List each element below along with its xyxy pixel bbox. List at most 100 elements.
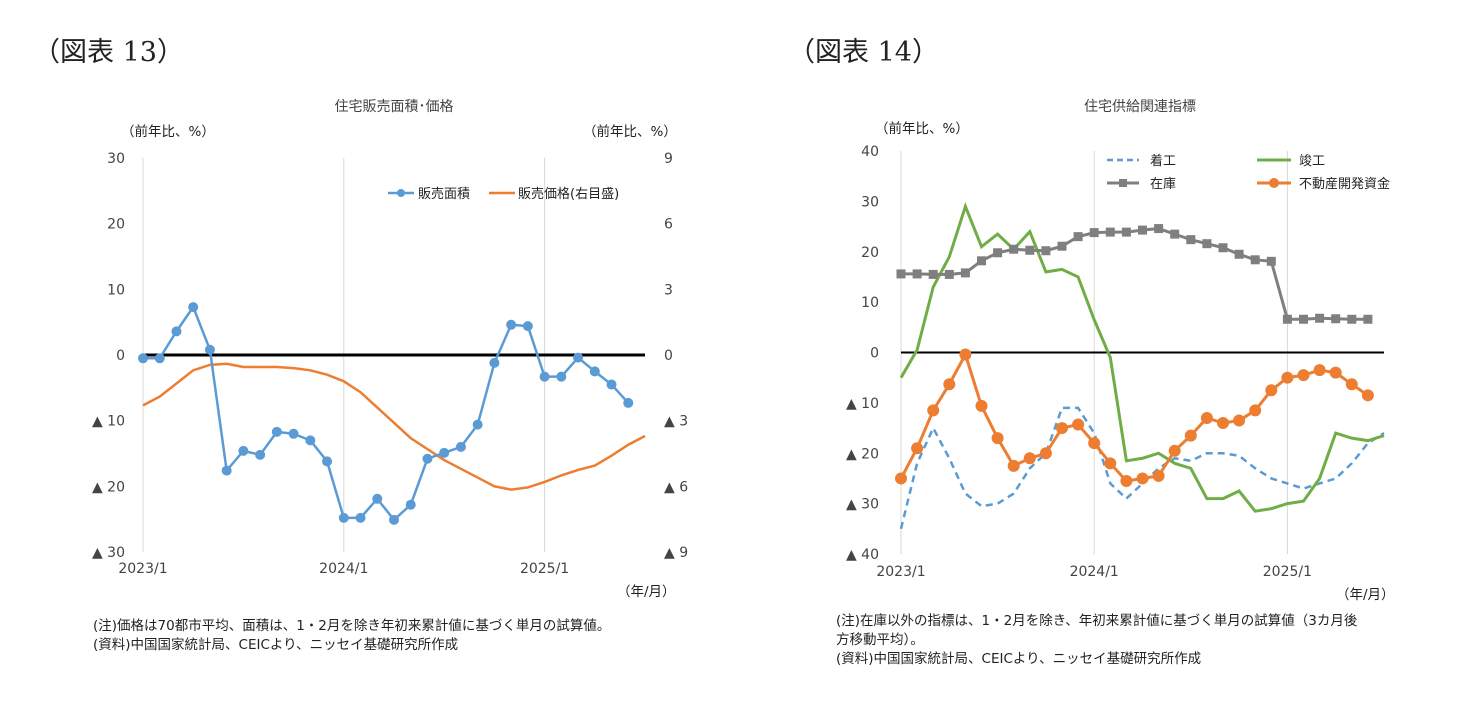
inventory-point bbox=[1331, 314, 1341, 324]
chart-13-x-tick-label: 2024/1 bbox=[319, 561, 368, 577]
investment-point bbox=[1136, 472, 1149, 485]
chart-14-y-tick-label: ▲ 30 bbox=[846, 497, 879, 513]
investment-point bbox=[1120, 474, 1133, 487]
sales-area-point bbox=[623, 397, 634, 408]
sales-area-point bbox=[355, 512, 366, 523]
chart-14-y-axis-unit: （前年比、%） bbox=[875, 120, 969, 137]
chart-13-note: (注)価格は70都市平均、面積は、1・2月を除き年初来累計値に基づく単月の試算値… bbox=[93, 618, 611, 653]
sales-area-point bbox=[338, 512, 349, 523]
investment-point bbox=[911, 442, 924, 455]
chart-13-series bbox=[138, 302, 646, 525]
inventory-point bbox=[912, 269, 922, 279]
inventory-point bbox=[1202, 239, 1212, 249]
figure-14-label: （図表 14） bbox=[788, 37, 939, 68]
investment-point bbox=[1265, 384, 1278, 397]
investment-point bbox=[895, 472, 907, 485]
chart-14-y-ticks: 40 30 20 10 0 ▲ 10 ▲ 20 ▲ 30 ▲ 40 bbox=[846, 144, 879, 563]
inventory-point bbox=[1266, 256, 1276, 266]
investment-point bbox=[1168, 444, 1181, 457]
investment-point bbox=[1152, 469, 1165, 482]
chart-13-left-y-ticks: 30 20 10 0 ▲ 10 ▲ 20 ▲ 30 bbox=[92, 151, 125, 561]
inventory-point bbox=[1009, 244, 1019, 254]
sales-area-point bbox=[455, 441, 466, 452]
chart-13-right-y-tick-label: 0 bbox=[664, 348, 673, 364]
inventory-point bbox=[1025, 245, 1035, 255]
investment-point bbox=[1329, 366, 1342, 379]
investment-point bbox=[1297, 369, 1310, 382]
inventory-point bbox=[1041, 246, 1051, 256]
inventory-point bbox=[1154, 224, 1164, 234]
legend-starts-label: 着工 bbox=[1150, 153, 1176, 169]
investment-point bbox=[1039, 447, 1052, 460]
inventory-point bbox=[977, 256, 986, 266]
chart-13-right-y-tick-label: 9 bbox=[664, 151, 673, 167]
chart-13-left-y-tick-label: 20 bbox=[107, 217, 125, 233]
series-completions-line bbox=[899, 201, 1385, 513]
legend-inventory-marker bbox=[1119, 179, 1127, 187]
investment-point bbox=[1104, 457, 1117, 470]
legend-sales-area-label: 販売面積 bbox=[418, 186, 470, 202]
sales-area-point bbox=[255, 449, 266, 460]
investment-point bbox=[1184, 429, 1197, 442]
investment-point bbox=[1088, 437, 1101, 450]
inventory-point bbox=[1299, 314, 1308, 324]
inventory-point bbox=[1234, 249, 1244, 259]
inventory-point bbox=[896, 269, 906, 279]
chart-14-legend: 着工 竣工 在庫 不動産開発資金 bbox=[1107, 153, 1390, 192]
sales-area-point bbox=[606, 379, 617, 390]
chart-13-left-y-tick-label: 0 bbox=[116, 348, 125, 364]
inventory-point bbox=[1170, 229, 1180, 239]
inventory-point bbox=[1186, 235, 1196, 245]
chart-13-right-y-tick-label: ▲ 3 bbox=[664, 414, 688, 430]
chart-14-title: 住宅供給関連指標 bbox=[1084, 99, 1196, 115]
chart-13-right-y-tick-label: 6 bbox=[664, 217, 673, 233]
investment-point bbox=[1361, 389, 1374, 402]
figure-14-panel: （図表 14） 住宅供給関連指標 （前年比、%） （年/月） 40 30 20 10 0… bbox=[731, 0, 1463, 702]
chart-14-y-tick-label: 20 bbox=[861, 245, 879, 261]
investment-point bbox=[927, 404, 940, 417]
sales-area-point bbox=[154, 353, 165, 364]
chart-13-left-y-tick-label: 30 bbox=[107, 151, 125, 167]
sales-area-point bbox=[288, 428, 299, 439]
investment-point bbox=[1200, 411, 1213, 424]
sales-area-point bbox=[589, 366, 600, 377]
sales-area-point bbox=[188, 302, 199, 313]
series-starts-line bbox=[899, 406, 1385, 530]
investment-point bbox=[1233, 414, 1246, 427]
sales-area-point bbox=[422, 453, 433, 464]
sales-area-point bbox=[522, 321, 533, 332]
inventory-point bbox=[1282, 314, 1292, 324]
inventory-point bbox=[1121, 227, 1131, 237]
chart-14-y-tick-label: ▲ 10 bbox=[846, 396, 879, 412]
series-sales-area-line bbox=[143, 304, 630, 522]
inventory-point bbox=[1057, 241, 1067, 251]
chart-13-x-ticks: 2023/1 2024/1 2025/1 bbox=[118, 561, 569, 577]
chart-13-x-tick-label: 2023/1 bbox=[118, 561, 167, 577]
sales-area-point bbox=[573, 352, 584, 363]
series-sales-price-line bbox=[142, 362, 646, 491]
chart-13-right-axis-unit: （前年比、%） bbox=[583, 123, 677, 140]
housing-supply-chart: 住宅供給関連指標 （前年比、%） （年/月） 40 30 20 10 0 ▲ 10 ▲ 20… bbox=[846, 99, 1395, 603]
investment-point bbox=[959, 348, 972, 361]
investment-point bbox=[1007, 459, 1020, 472]
inventory-point bbox=[1315, 313, 1325, 323]
chart-13-left-y-tick-label: ▲ 20 bbox=[92, 479, 125, 495]
chart-14-y-tick-label: 30 bbox=[861, 194, 879, 210]
sales-area-point bbox=[322, 456, 333, 467]
sales-area-point bbox=[556, 371, 567, 382]
sales-area-point bbox=[271, 426, 282, 437]
investment-point bbox=[1056, 422, 1068, 435]
chart-13-right-y-ticks: 9 6 3 0 ▲ 3 ▲ 6 ▲ 9 bbox=[664, 151, 688, 561]
chart-13-title: 住宅販売面積･価格 bbox=[335, 99, 454, 115]
sales-area-point bbox=[372, 493, 383, 504]
figure-13-panel: （図表 13） 住宅販売面積･価格 （前年比、%） （前年比、%） （年/月） … bbox=[0, 0, 731, 702]
chart-14-y-tick-label: 10 bbox=[861, 295, 879, 311]
inventory-point bbox=[1073, 232, 1083, 242]
legend-investment-label: 不動産開発資金 bbox=[1299, 176, 1390, 192]
chart-14-y-tick-label: 40 bbox=[861, 144, 879, 160]
chart-14-x-tick-label: 2025/1 bbox=[1263, 564, 1312, 580]
inventory-point bbox=[960, 268, 970, 278]
chart-14-y-tick-label: ▲ 20 bbox=[846, 446, 879, 462]
investment-point bbox=[975, 399, 988, 412]
chart-13-left-axis-unit: （前年比、%） bbox=[121, 123, 215, 140]
